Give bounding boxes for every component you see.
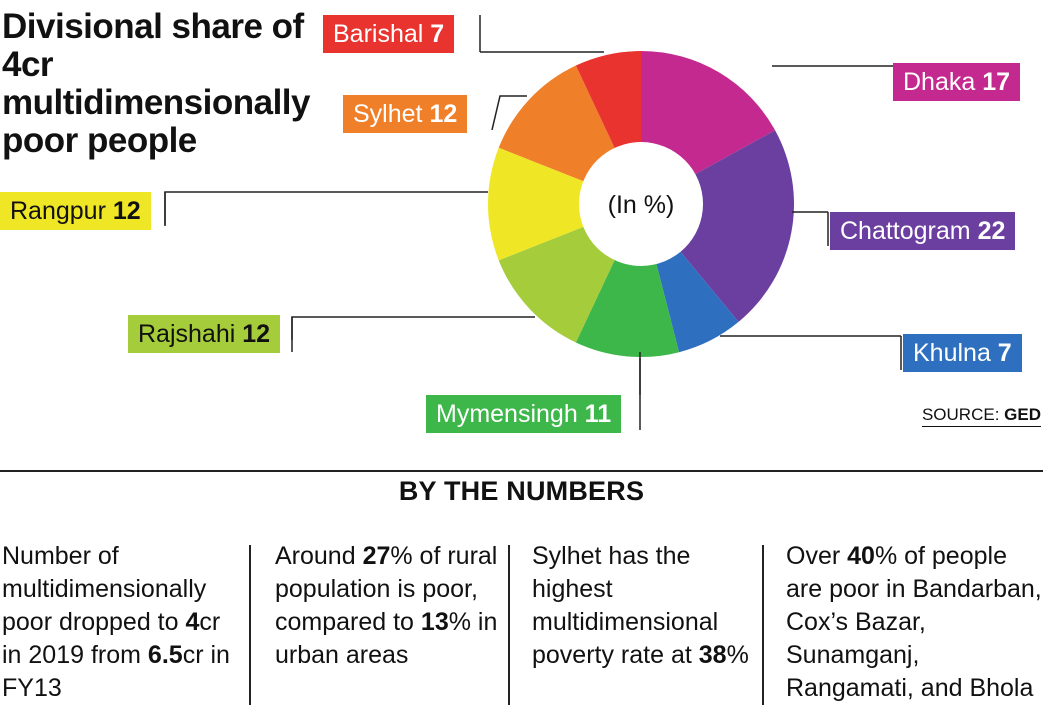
fact-text: % — [726, 641, 749, 669]
source-name: GED — [1004, 405, 1041, 424]
label-name: Dhaka — [903, 68, 983, 96]
label-dhaka: Dhaka 17 — [893, 63, 1021, 101]
label-name: Khulna — [913, 339, 998, 367]
label-value: 7 — [430, 20, 445, 48]
fact-text: % in urban areas — [275, 608, 498, 669]
fact-text: % of rural population is poor, compared … — [275, 542, 498, 636]
fact-text: Number of multidimensionally poor droppe… — [2, 542, 207, 636]
fact-highlight: 40 — [847, 542, 875, 570]
leader-line-rangpur — [164, 191, 488, 225]
section-divider — [0, 470, 1043, 472]
slice-mymensingh — [575, 204, 680, 357]
fact-separator — [249, 545, 251, 705]
label-khulna: Khulna 7 — [903, 334, 1022, 372]
leader-line-rajshahi — [291, 316, 535, 340]
fact-3: Sylhet has the highest multidimensional … — [532, 540, 752, 672]
chart-title: Divisional share of 4cr multidimensional… — [2, 7, 311, 160]
label-name: Chattogram — [840, 217, 978, 245]
slice-chattogram — [641, 130, 794, 322]
label-value: 7 — [997, 339, 1012, 367]
label-barishal: Barishal 7 — [323, 15, 455, 53]
fact-highlight: 27 — [362, 542, 391, 570]
label-value: 22 — [977, 217, 1006, 245]
fact-highlight: 6.5 — [147, 641, 183, 669]
slice-rangpur — [487, 147, 641, 261]
label-name: Sylhet — [353, 100, 430, 128]
label-mymensingh: Mymensingh 11 — [426, 395, 622, 433]
label-name: Rangpur — [10, 197, 113, 225]
label-value: 17 — [982, 68, 1011, 96]
donut-hole — [579, 142, 703, 266]
label-sylhet: Sylhet 12 — [343, 95, 468, 133]
label-rangpur: Rangpur 12 — [0, 192, 151, 230]
label-rajshahi: Rajshahi 12 — [128, 315, 281, 353]
fact-highlight: 4 — [185, 608, 200, 636]
fact-separator — [508, 545, 510, 705]
fact-highlight: 38 — [698, 641, 727, 669]
source-prefix: SOURCE: — [921, 405, 1005, 424]
fact-text: cr in FY13 — [2, 641, 230, 702]
label-name: Rajshahi — [138, 320, 243, 348]
source-credit: SOURCE: GED — [921, 404, 1041, 427]
label-value: 11 — [584, 400, 612, 428]
label-name: Barishal — [333, 20, 431, 48]
donut-chart: (In %) — [164, 15, 902, 430]
fact-separator — [762, 545, 764, 705]
fact-4: Over 40% of people are poor in Bandarban… — [786, 540, 1043, 705]
label-name: Mymensingh — [436, 400, 585, 428]
fact-text: Sylhet has the highest multidimensional … — [532, 542, 719, 669]
label-chattogram: Chattogram 22 — [830, 212, 1016, 250]
label-value: 12 — [112, 197, 141, 225]
center-label: (In %) — [608, 191, 675, 219]
label-value: 12 — [429, 100, 458, 128]
section-heading: BY THE NUMBERS — [398, 476, 645, 506]
leader-line-sylhet — [491, 95, 527, 131]
fact-1: Number of multidimensionally poor droppe… — [2, 540, 237, 705]
fact-text: Around — [275, 542, 363, 570]
fact-2: Around 27% of rural population is poor, … — [275, 540, 505, 672]
label-value: 12 — [242, 320, 271, 348]
fact-text: % of people are poor in Bandarban, Cox’s… — [786, 542, 1042, 702]
fact-highlight: 13 — [420, 608, 449, 636]
fact-text: cr in 2019 from — [2, 608, 221, 669]
fact-text: Over — [786, 542, 848, 570]
